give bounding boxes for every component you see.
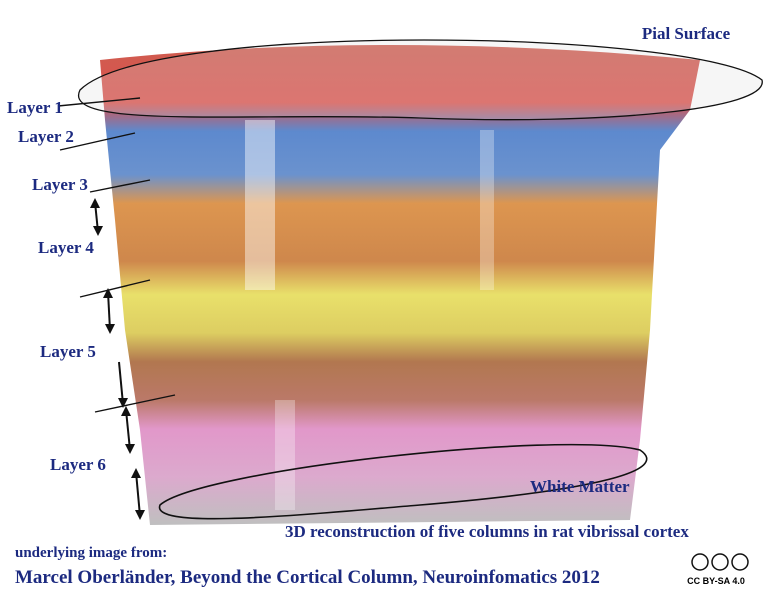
column-gap — [480, 130, 494, 290]
column-gap — [275, 400, 295, 510]
license-label: CC BY-SA 4.0 — [687, 576, 745, 586]
caption: 3D reconstruction of five columns in rat… — [285, 522, 689, 541]
credit-citation: Marcel Oberländer, Beyond the Cortical C… — [15, 567, 600, 588]
layer-label: Layer 4 — [38, 238, 94, 257]
white-matter-outline — [158, 443, 648, 520]
pial-surface-label: Pial Surface — [642, 24, 731, 43]
arrow-heads — [90, 198, 145, 520]
credit-intro: underlying image from: — [15, 545, 167, 561]
column-gap — [245, 120, 275, 290]
layer-label: Layer 2 — [18, 127, 74, 146]
license-icons — [691, 553, 749, 571]
layer-label: Layer 6 — [50, 455, 106, 474]
layer-pointers — [57, 97, 176, 413]
layer-label: Layer 1 — [7, 98, 63, 117]
white-matter-label: White Matter — [530, 477, 630, 496]
pial-surface-outline — [77, 39, 763, 121]
cortex-columns — [100, 45, 700, 525]
layer-label: Layer 5 — [40, 342, 96, 361]
layer-label: Layer 3 — [32, 175, 88, 194]
